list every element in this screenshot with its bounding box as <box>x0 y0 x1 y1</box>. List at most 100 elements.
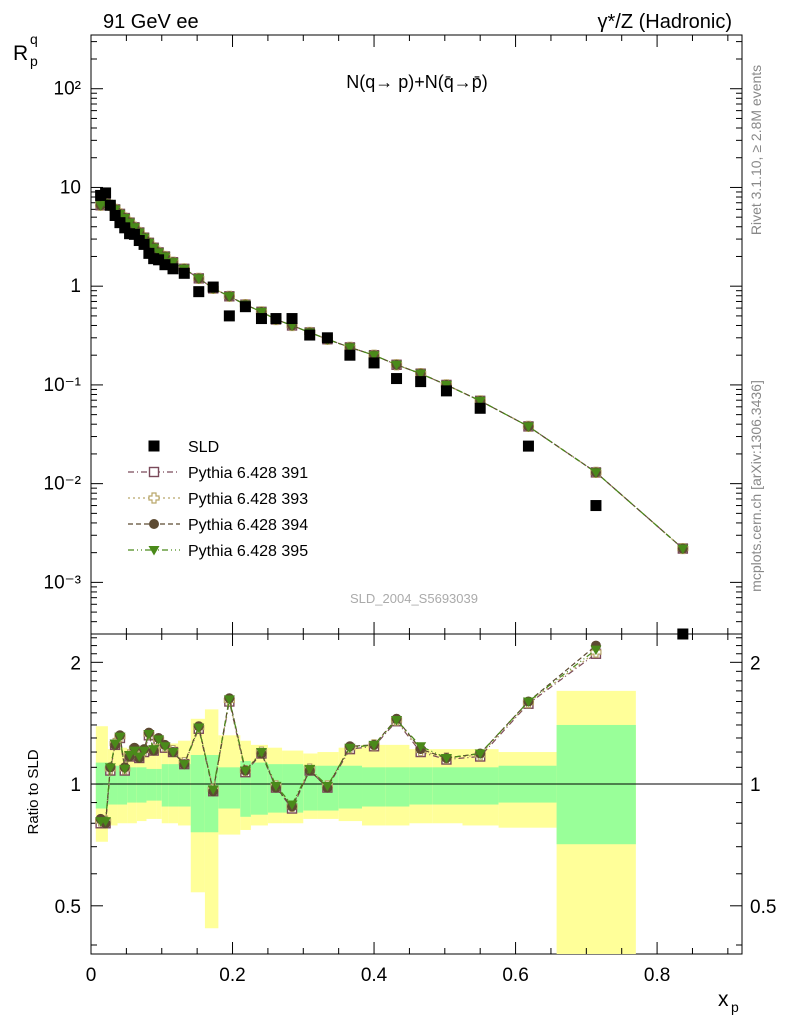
mc-point-ratio <box>167 748 179 758</box>
mc-point-ratio <box>153 735 165 745</box>
mc-point-ratio <box>119 764 131 775</box>
x-tick-label: 0 <box>86 965 97 986</box>
sld-data-point <box>286 313 298 325</box>
sld-data-point <box>223 310 235 322</box>
sld-data-point <box>100 187 112 199</box>
sld-data-point <box>159 259 171 271</box>
legend-label: Pythia 6.428 393 <box>188 491 308 508</box>
sld-data-point <box>178 267 190 279</box>
x-axis-label-sub: p <box>731 999 739 1015</box>
sld-data-point <box>321 332 333 344</box>
mc-point-ratio <box>128 746 140 757</box>
mc-point-ratio <box>440 753 452 764</box>
mc-point-ratio <box>138 746 150 757</box>
inner-band-bin <box>218 767 241 809</box>
mc-point-ratio <box>255 748 267 758</box>
sld-data-point <box>255 313 267 325</box>
sld-data-point <box>391 373 403 385</box>
ratio-y-tick-label: 2 <box>70 653 81 674</box>
mc-point-ratio <box>193 723 205 733</box>
sld-data-point <box>368 357 380 369</box>
mcplots-credit: mcplots.cern.ch [arXiv:1306.3436] <box>748 380 764 592</box>
inner-band-bin <box>117 765 128 805</box>
mc-point-top <box>415 369 427 380</box>
inner-band-bin <box>161 764 169 807</box>
mc-point-top <box>677 544 689 555</box>
inner-band-bin <box>178 764 191 807</box>
mc-point-top <box>223 292 235 302</box>
inner-band-bin <box>190 754 205 833</box>
inner-band-bin <box>385 767 410 807</box>
header-right: γ*/Z (Hadronic) <box>598 11 732 33</box>
sld-data-point <box>207 281 219 293</box>
x-tick-label: 0.6 <box>502 965 528 986</box>
ratio-y-tick-label: 1 <box>70 775 81 796</box>
ratio-y-tick-label: 0.5 <box>55 897 81 918</box>
sld-data-point <box>677 628 689 640</box>
mc-point-top <box>153 248 165 258</box>
sld-data-point <box>104 199 116 211</box>
mc-point-top <box>474 396 486 407</box>
inner-band-bin <box>168 764 179 807</box>
sld-data-point <box>153 254 165 266</box>
sld-data-point <box>344 349 356 361</box>
mc-point-ratio <box>270 781 282 792</box>
y-tick-label: 10⁻¹ <box>44 375 82 396</box>
y-tick-label: 10² <box>54 79 81 100</box>
mc-point-top <box>522 422 534 432</box>
mc-point-ratio <box>207 785 219 795</box>
sld-data-point <box>474 402 486 414</box>
inner-band-bin <box>240 761 251 817</box>
mc-point-top <box>391 360 403 371</box>
inner-band-bin <box>462 767 499 805</box>
inner-band-bin <box>127 767 137 803</box>
y-tick-label: 10 <box>60 177 81 198</box>
series-layer <box>95 187 689 829</box>
mc-point-ratio <box>109 739 121 749</box>
mc-point-ratio <box>159 742 171 752</box>
mc-point-ratio <box>391 716 403 726</box>
uncertainty-bands <box>91 690 742 954</box>
annotation: N(q→ p)+N(q̄→p̄) <box>346 72 488 92</box>
mc-point-ratio <box>368 740 380 751</box>
sld-data-point <box>522 440 534 452</box>
sld-data-point <box>304 329 316 341</box>
y-label-sub: p <box>30 53 38 69</box>
mc-point-ratio <box>522 697 534 708</box>
mc-point-ratio <box>321 781 333 792</box>
sld-data-point <box>270 313 282 325</box>
x-tick-label: 0.8 <box>644 965 670 986</box>
mc-point-ratio <box>286 800 298 811</box>
sld-data-point <box>440 385 452 397</box>
sld-data-point <box>415 376 427 388</box>
legend-label: Pythia 6.428 391 <box>188 465 308 482</box>
mc-point-ratio <box>344 743 356 754</box>
mc-point-top <box>368 351 380 361</box>
inner-band-bin <box>136 767 147 803</box>
axis-ticks: 10⁻³ 10⁻² 10⁻¹ 1 10 10² 0.5 0.5 1 1 2 2 0 0.2 0.4 0.6 0.… <box>44 35 776 986</box>
inner-band-bin <box>156 768 162 801</box>
legend-marker <box>149 519 159 529</box>
x-tick-label: 0.4 <box>361 965 388 986</box>
mc-point-ratio <box>148 745 160 755</box>
sld-data-point <box>128 228 140 240</box>
mc-point-ratio <box>133 752 145 762</box>
mc-point-top <box>255 307 267 318</box>
inner-band-bin <box>107 765 118 805</box>
sld-data-point <box>239 301 251 313</box>
sld-data-point <box>193 286 205 298</box>
y-tick-label: 10⁻³ <box>44 572 82 593</box>
inner-band-bin <box>338 765 363 809</box>
ratio-y-tick-label-right: 2 <box>750 653 761 674</box>
mc-point-ratio <box>124 750 136 761</box>
mc-point-ratio <box>100 817 112 827</box>
legend-marker <box>148 492 160 504</box>
ratio-panel <box>90 633 743 955</box>
mc-line-ratio <box>100 649 597 822</box>
mc-point-ratio <box>474 749 486 760</box>
y-label-main: R <box>13 42 28 65</box>
sld-data-point <box>590 500 602 512</box>
ratio-y-tick-label-right: 1 <box>750 775 761 796</box>
legend-label: SLD <box>188 439 219 456</box>
